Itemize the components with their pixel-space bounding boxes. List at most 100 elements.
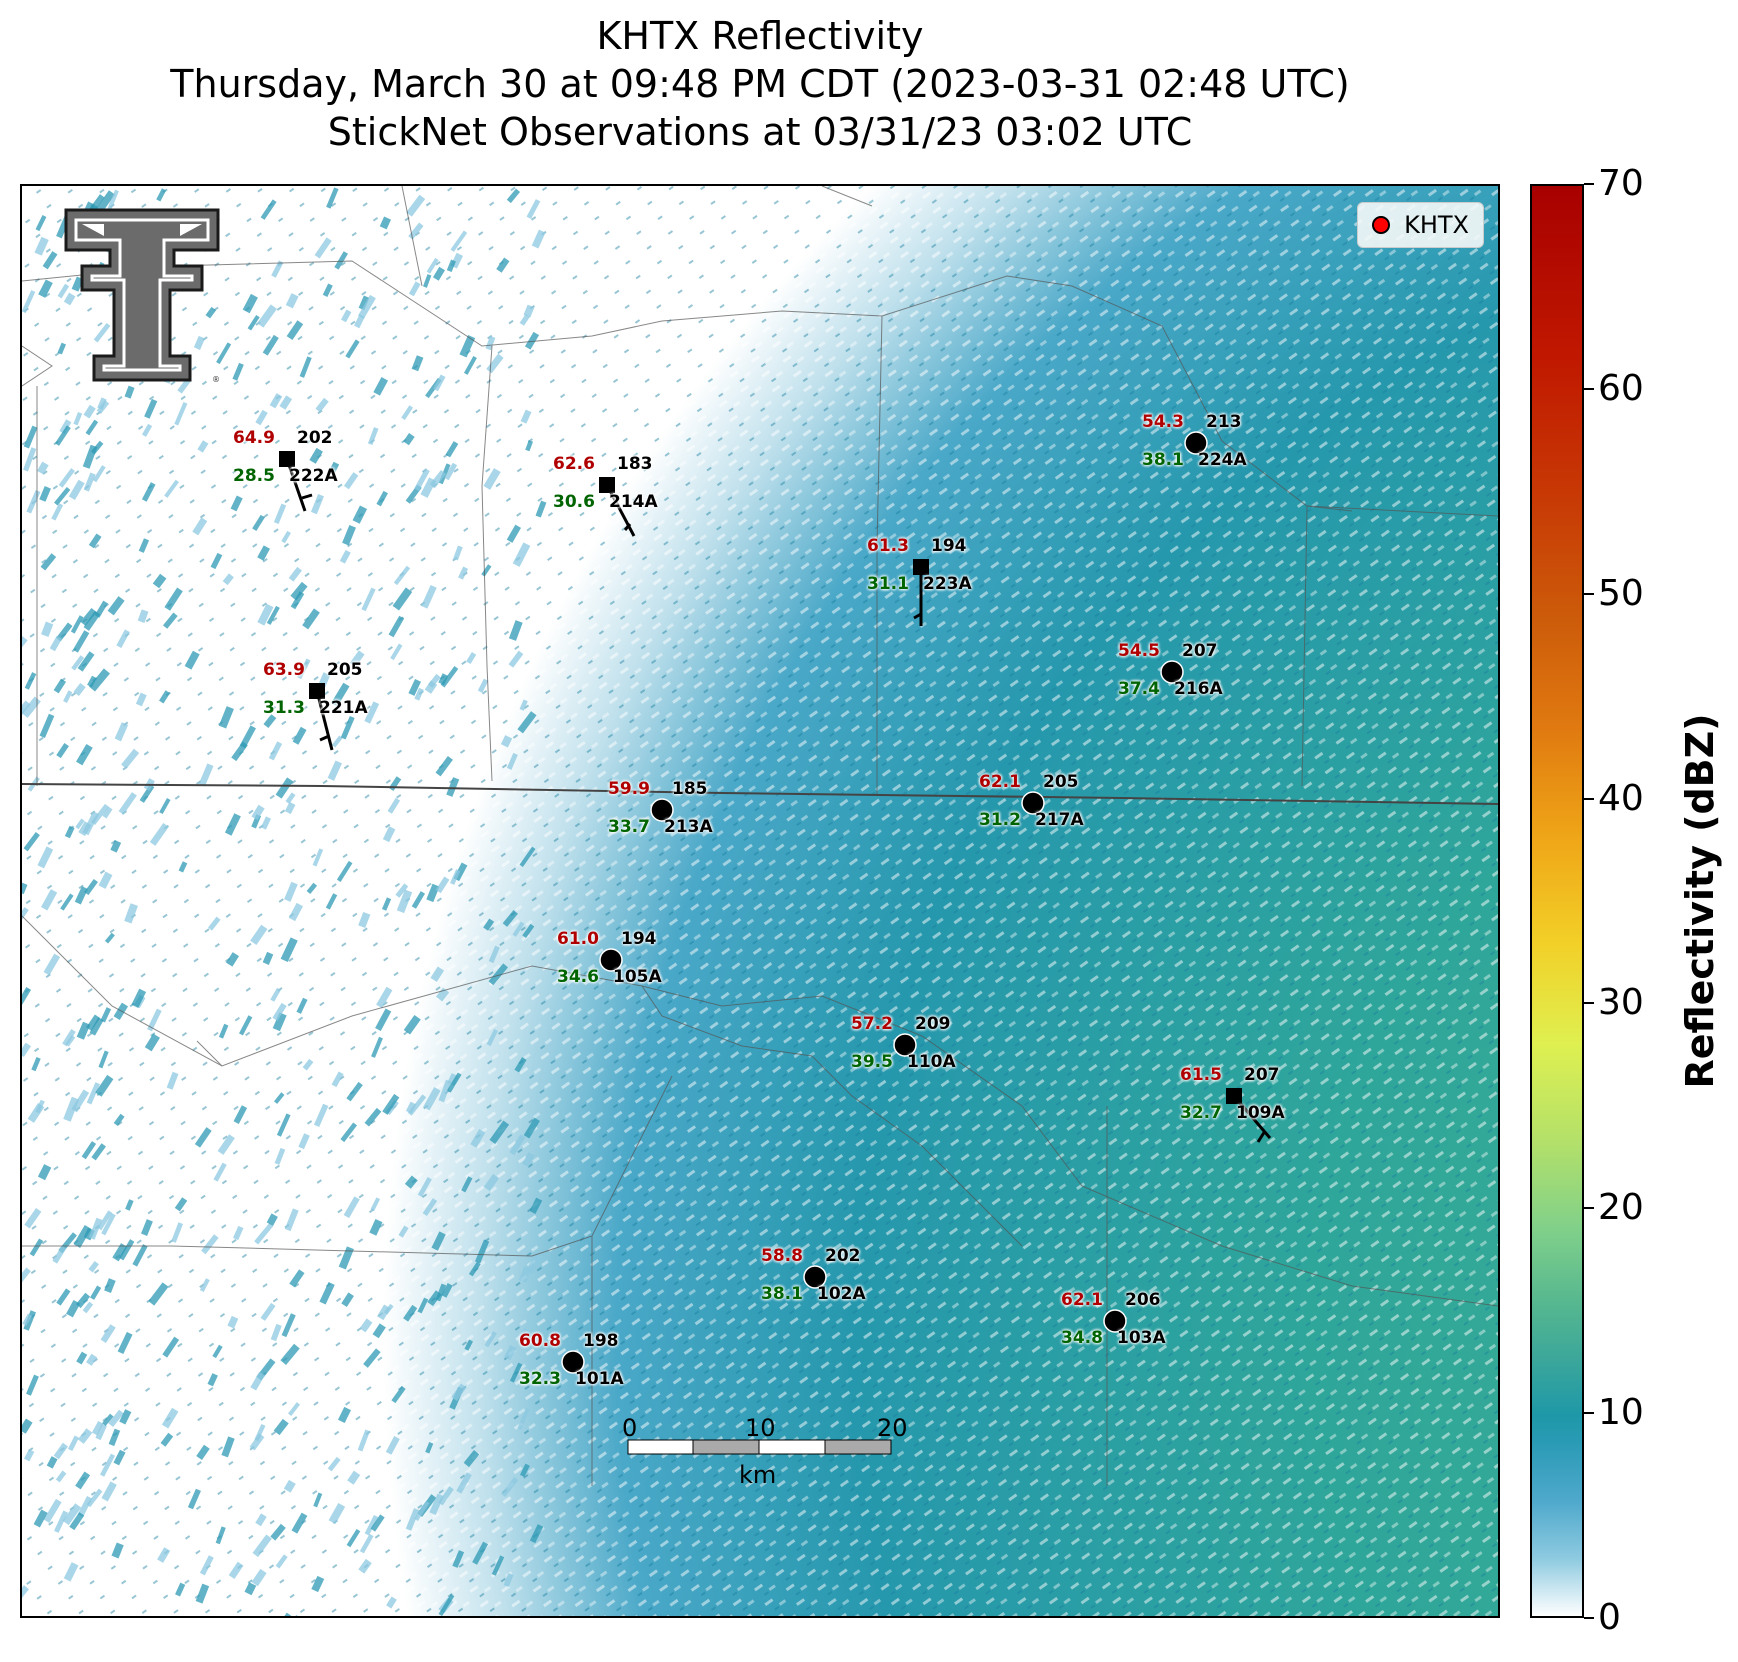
radar-return-pixel <box>273 503 287 525</box>
radar-return-pixel <box>470 1129 486 1148</box>
radar-return-pixel <box>302 1058 314 1071</box>
radar-return-pixel <box>509 1134 526 1156</box>
radar-return-pixel <box>51 503 64 521</box>
station-wind-direction: 213 <box>1206 412 1242 432</box>
radar-return-pixel <box>299 356 312 378</box>
station-circle-marker[interactable] <box>599 948 623 972</box>
radar-return-pixel <box>64 825 75 839</box>
radar-return-pixel <box>297 658 311 680</box>
station-reflectivity: 61.5 <box>1180 1065 1222 1085</box>
station-wind-direction: 207 <box>1182 641 1218 661</box>
radar-return-pixel <box>376 490 388 507</box>
radar-return-pixel <box>501 1477 519 1497</box>
radar-return-pixel <box>221 1436 235 1458</box>
radar-return-pixel <box>425 1441 434 1454</box>
radar-return-pixel <box>63 292 76 306</box>
radar-return-pixel <box>75 1292 91 1309</box>
station-square-marker[interactable] <box>279 451 295 467</box>
radar-return-pixel <box>94 600 108 618</box>
texas-tech-logo: ® <box>64 208 220 384</box>
radar-return-pixel <box>285 293 299 309</box>
radar-return-pixel <box>149 823 169 846</box>
radar-return-pixel <box>195 1583 210 1604</box>
radar-return-pixel <box>102 1413 114 1427</box>
station-temperature: 32.7 <box>1180 1103 1222 1123</box>
station-id: 213A <box>664 817 713 837</box>
radar-return-pixel <box>489 1120 510 1144</box>
radar-return-pixel <box>450 869 461 885</box>
station-square-marker[interactable] <box>599 477 615 493</box>
colorbar <box>1530 184 1584 1618</box>
radar-return-pixel <box>222 573 234 586</box>
colorbar-tick <box>1584 1002 1594 1005</box>
station-circle-marker[interactable] <box>650 798 674 822</box>
radar-return-pixel <box>433 374 446 392</box>
station-id: 110A <box>907 1052 956 1072</box>
radar-return-pixel <box>95 190 115 215</box>
radar-return-pixel <box>272 1012 287 1032</box>
radar-return-pixel <box>108 1409 124 1427</box>
radar-return-pixel <box>22 636 28 653</box>
radar-return-pixel <box>232 362 244 381</box>
radar-return-pixel <box>438 1486 454 1506</box>
radar-return-pixel <box>156 188 167 202</box>
radar-return-pixel <box>367 427 379 446</box>
radar-return-pixel <box>519 314 530 326</box>
radar-return-pixel <box>285 792 296 804</box>
radar-return-pixel <box>166 1071 179 1090</box>
radar-return-pixel <box>401 405 414 421</box>
radar-return-pixel <box>529 1197 543 1214</box>
radar-return-pixel <box>68 479 85 500</box>
station-circle-marker[interactable] <box>893 1033 917 1057</box>
station-square-marker[interactable] <box>913 559 929 575</box>
radar-map[interactable]: ® KHTX 0 10 20 km 64.9 202 28.5 222A 62.6 183… <box>20 184 1500 1618</box>
station-circle-marker[interactable] <box>1160 660 1184 684</box>
radar-return-pixel <box>275 1554 288 1569</box>
radar-return-pixel <box>459 334 476 358</box>
radar-return-pixel <box>483 468 501 490</box>
radar-return-pixel <box>506 752 518 770</box>
radar-return-pixel <box>43 953 61 976</box>
radar-return-pixel <box>456 1472 472 1494</box>
radar-return-pixel <box>302 608 320 630</box>
radar-return-pixel <box>119 1239 135 1261</box>
radar-return-pixel <box>461 1176 473 1193</box>
radar-return-pixel <box>391 1385 406 1404</box>
radar-return-pixel <box>342 524 356 546</box>
radar-return-pixel <box>398 1225 409 1238</box>
radar-return-pixel <box>535 500 547 518</box>
colorbar-tick <box>1584 183 1594 185</box>
station-circle-marker[interactable] <box>803 1265 827 1289</box>
radar-return-pixel <box>110 839 122 853</box>
radar-return-pixel <box>53 1442 69 1460</box>
station-circle-marker[interactable] <box>561 1350 585 1374</box>
radar-return-pixel <box>286 320 304 341</box>
radar-return-pixel <box>69 1512 85 1531</box>
radar-return-pixel <box>435 876 450 894</box>
radar-return-pixel <box>98 871 113 889</box>
radar-return-pixel <box>441 1283 453 1298</box>
radar-return-pixel <box>139 784 155 803</box>
radar-return-pixel <box>164 479 179 498</box>
wind-barb-icon <box>315 690 334 751</box>
station-square-marker[interactable] <box>309 683 325 699</box>
radar-return-pixel <box>262 951 274 965</box>
radar-return-pixel <box>74 886 88 905</box>
radar-return-pixel <box>207 1373 218 1387</box>
radar-return-pixel <box>463 1450 480 1468</box>
radar-return-pixel <box>95 1074 114 1097</box>
radar-return-pixel <box>88 1261 99 1273</box>
station-circle-marker[interactable] <box>1021 791 1045 815</box>
station-temperature: 37.4 <box>1118 679 1160 699</box>
radar-return-pixel <box>514 1057 527 1073</box>
radar-return-pixel <box>417 1297 429 1314</box>
radar-return-pixel <box>358 294 376 319</box>
title-line-1: KHTX Reflectivity <box>596 14 924 58</box>
radar-return-pixel <box>273 1418 289 1436</box>
station-circle-marker[interactable] <box>1184 431 1208 455</box>
radar-return-pixel <box>39 713 55 738</box>
wind-barb-icon <box>913 567 923 626</box>
radar-return-pixel <box>80 607 97 626</box>
station-circle-marker[interactable] <box>1103 1309 1127 1333</box>
station-square-marker[interactable] <box>1226 1088 1242 1104</box>
